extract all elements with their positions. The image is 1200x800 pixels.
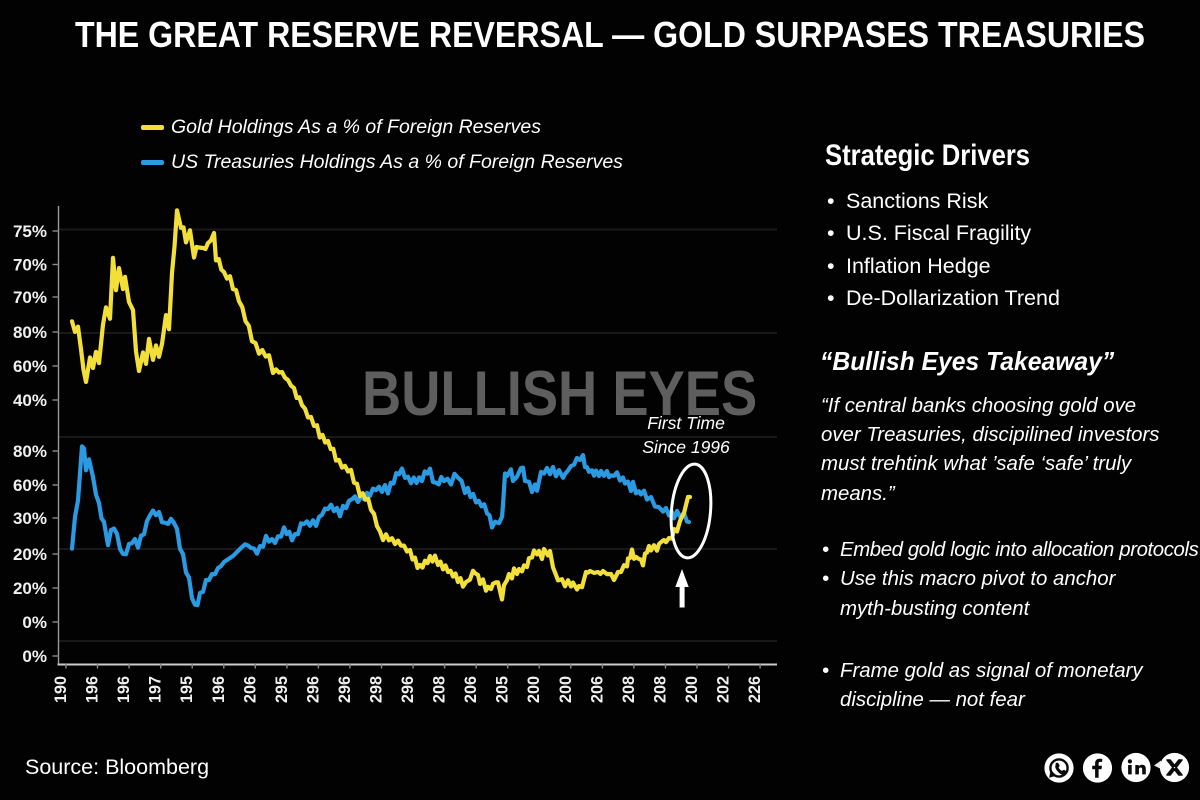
svg-text:First Time: First Time xyxy=(647,413,725,433)
svg-text:BULLISH EYES: BULLISH EYES xyxy=(362,359,757,429)
svg-text:40%: 40% xyxy=(13,391,47,410)
svg-text:208: 208 xyxy=(652,676,670,703)
svg-text:206: 206 xyxy=(462,676,480,703)
svg-text:295: 295 xyxy=(273,676,291,703)
svg-text:Since 1996: Since 1996 xyxy=(642,437,730,457)
svg-text:196: 196 xyxy=(115,676,133,703)
svg-text:296: 296 xyxy=(399,676,417,703)
svg-text:20%: 20% xyxy=(13,545,47,564)
svg-text:70%: 70% xyxy=(13,256,47,275)
svg-text:296: 296 xyxy=(336,676,354,703)
svg-text:196: 196 xyxy=(210,676,228,703)
svg-text:200: 200 xyxy=(525,676,543,703)
svg-text:206: 206 xyxy=(241,676,259,703)
svg-text:200: 200 xyxy=(683,676,701,703)
svg-text:197: 197 xyxy=(147,676,165,703)
svg-text:60%: 60% xyxy=(13,476,47,495)
svg-text:80%: 80% xyxy=(13,323,47,342)
svg-text:202: 202 xyxy=(715,676,733,703)
svg-text:75%: 75% xyxy=(13,222,47,241)
svg-text:70%: 70% xyxy=(13,288,47,307)
svg-text:30%: 30% xyxy=(13,509,47,528)
svg-text:0%: 0% xyxy=(22,613,47,632)
svg-text:206: 206 xyxy=(588,676,606,703)
svg-text:296: 296 xyxy=(304,676,322,703)
svg-text:298: 298 xyxy=(368,676,386,703)
svg-text:190: 190 xyxy=(52,676,70,703)
svg-text:80%: 80% xyxy=(13,442,47,461)
svg-text:60%: 60% xyxy=(13,357,47,376)
svg-text:200: 200 xyxy=(557,676,575,703)
svg-text:205: 205 xyxy=(494,676,512,703)
svg-text:196: 196 xyxy=(84,676,102,703)
svg-text:195: 195 xyxy=(178,676,196,703)
svg-text:208: 208 xyxy=(620,676,638,703)
svg-text:20%: 20% xyxy=(13,579,47,598)
svg-text:0%: 0% xyxy=(22,647,47,666)
svg-text:226: 226 xyxy=(746,676,764,703)
svg-text:208: 208 xyxy=(431,676,449,703)
